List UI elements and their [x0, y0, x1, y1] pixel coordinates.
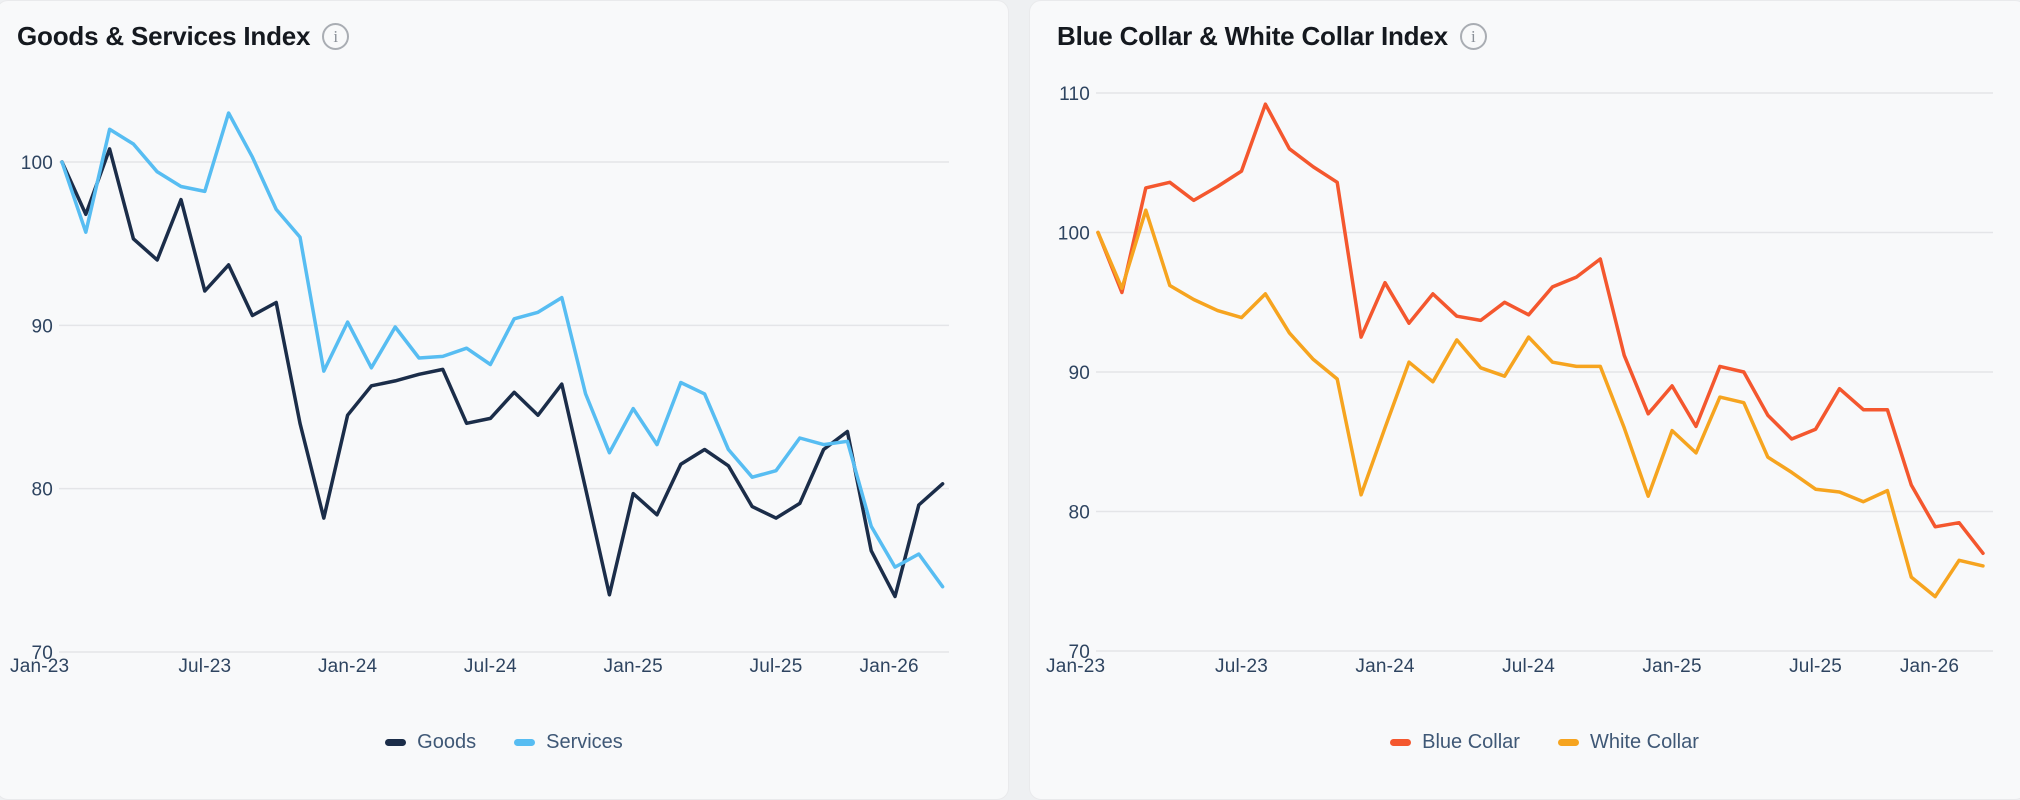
- info-icon[interactable]: i: [322, 22, 350, 50]
- x-axis-label-Jan-23: Jan-23: [10, 656, 69, 677]
- goods-legend-label: Goods: [417, 730, 477, 753]
- x-axis-label-Jan-26: Jan-26: [860, 656, 919, 677]
- x-axis-label-Jan-24: Jan-24: [318, 656, 378, 677]
- x-axis-label-Jul-24: Jul-24: [464, 656, 517, 677]
- blue-white-collar-legend: Blue Collar White Collar: [1096, 729, 1993, 755]
- y-axis-label-90: 90: [1068, 363, 1090, 384]
- legend-item-white-collar[interactable]: White Collar: [1557, 730, 1699, 754]
- legend-item-services[interactable]: Services: [514, 731, 623, 754]
- x-axis-label-Jan-24: Jan-24: [1355, 656, 1415, 677]
- x-axis-label-Jan-26: Jan-26: [1900, 656, 1959, 677]
- y-axis-label-70: 70: [31, 643, 53, 664]
- blue-collar-legend-label: Blue Collar: [1422, 730, 1520, 753]
- white-collar-legend-label: White Collar: [1589, 730, 1699, 753]
- x-axis-label-Jan-25: Jan-25: [604, 656, 663, 677]
- legend-item-goods[interactable]: Goods: [385, 731, 476, 754]
- x-axis-label-Jul-24: Jul-24: [1502, 656, 1555, 677]
- goods-line-marker: [385, 738, 407, 746]
- goods-services-legend: Goods Services: [59, 729, 949, 755]
- blue-white-collar-title: Blue Collar & White Collar Index: [1057, 21, 1448, 51]
- x-axis-label-Jul-25: Jul-25: [1789, 656, 1842, 677]
- legend-item-blue-collar[interactable]: Blue Collar: [1390, 731, 1520, 754]
- services-line-marker: [514, 738, 536, 746]
- y-axis-label-80: 80: [31, 480, 53, 501]
- services-legend-label: Services: [546, 730, 623, 753]
- x-axis-label-Jul-23: Jul-23: [1215, 656, 1268, 677]
- x-axis-label-Jan-25: Jan-25: [1642, 656, 1701, 677]
- y-axis-label-100: 100: [1058, 224, 1090, 245]
- x-axis-label-Jul-23: Jul-23: [178, 656, 231, 677]
- blue-white-collar-card: Blue Collar & White Collar Index i 110 10…: [1029, 0, 2020, 800]
- goods-services-card: Goods & Services Index i 100 90 80 70 Jan-23…: [0, 0, 1009, 800]
- x-axis-label-Jan-23: Jan-23: [1046, 656, 1105, 677]
- blue-collar-line: [1096, 102, 1985, 556]
- x-axis-label-Jul-25: Jul-25: [750, 656, 803, 677]
- goods-services-header: Goods & Services Index i: [0, 1, 1008, 51]
- y-axis-label-80: 80: [1068, 503, 1090, 524]
- white-collar-line-marker: [1557, 738, 1579, 746]
- blue-white-collar-header: Blue Collar & White Collar Index i: [1030, 1, 2020, 51]
- goods-line: [60, 147, 945, 599]
- y-axis-label-110: 110: [1059, 84, 1090, 105]
- white-collar-line: [1096, 208, 1985, 599]
- y-axis-label-70: 70: [1068, 642, 1090, 663]
- y-axis-label-100: 100: [21, 153, 53, 174]
- info-icon[interactable]: i: [1459, 22, 1487, 50]
- goods-services-title: Goods & Services Index: [17, 21, 311, 51]
- y-axis-label-90: 90: [31, 316, 53, 337]
- services-line: [60, 111, 945, 589]
- blue-collar-line-marker: [1390, 738, 1412, 746]
